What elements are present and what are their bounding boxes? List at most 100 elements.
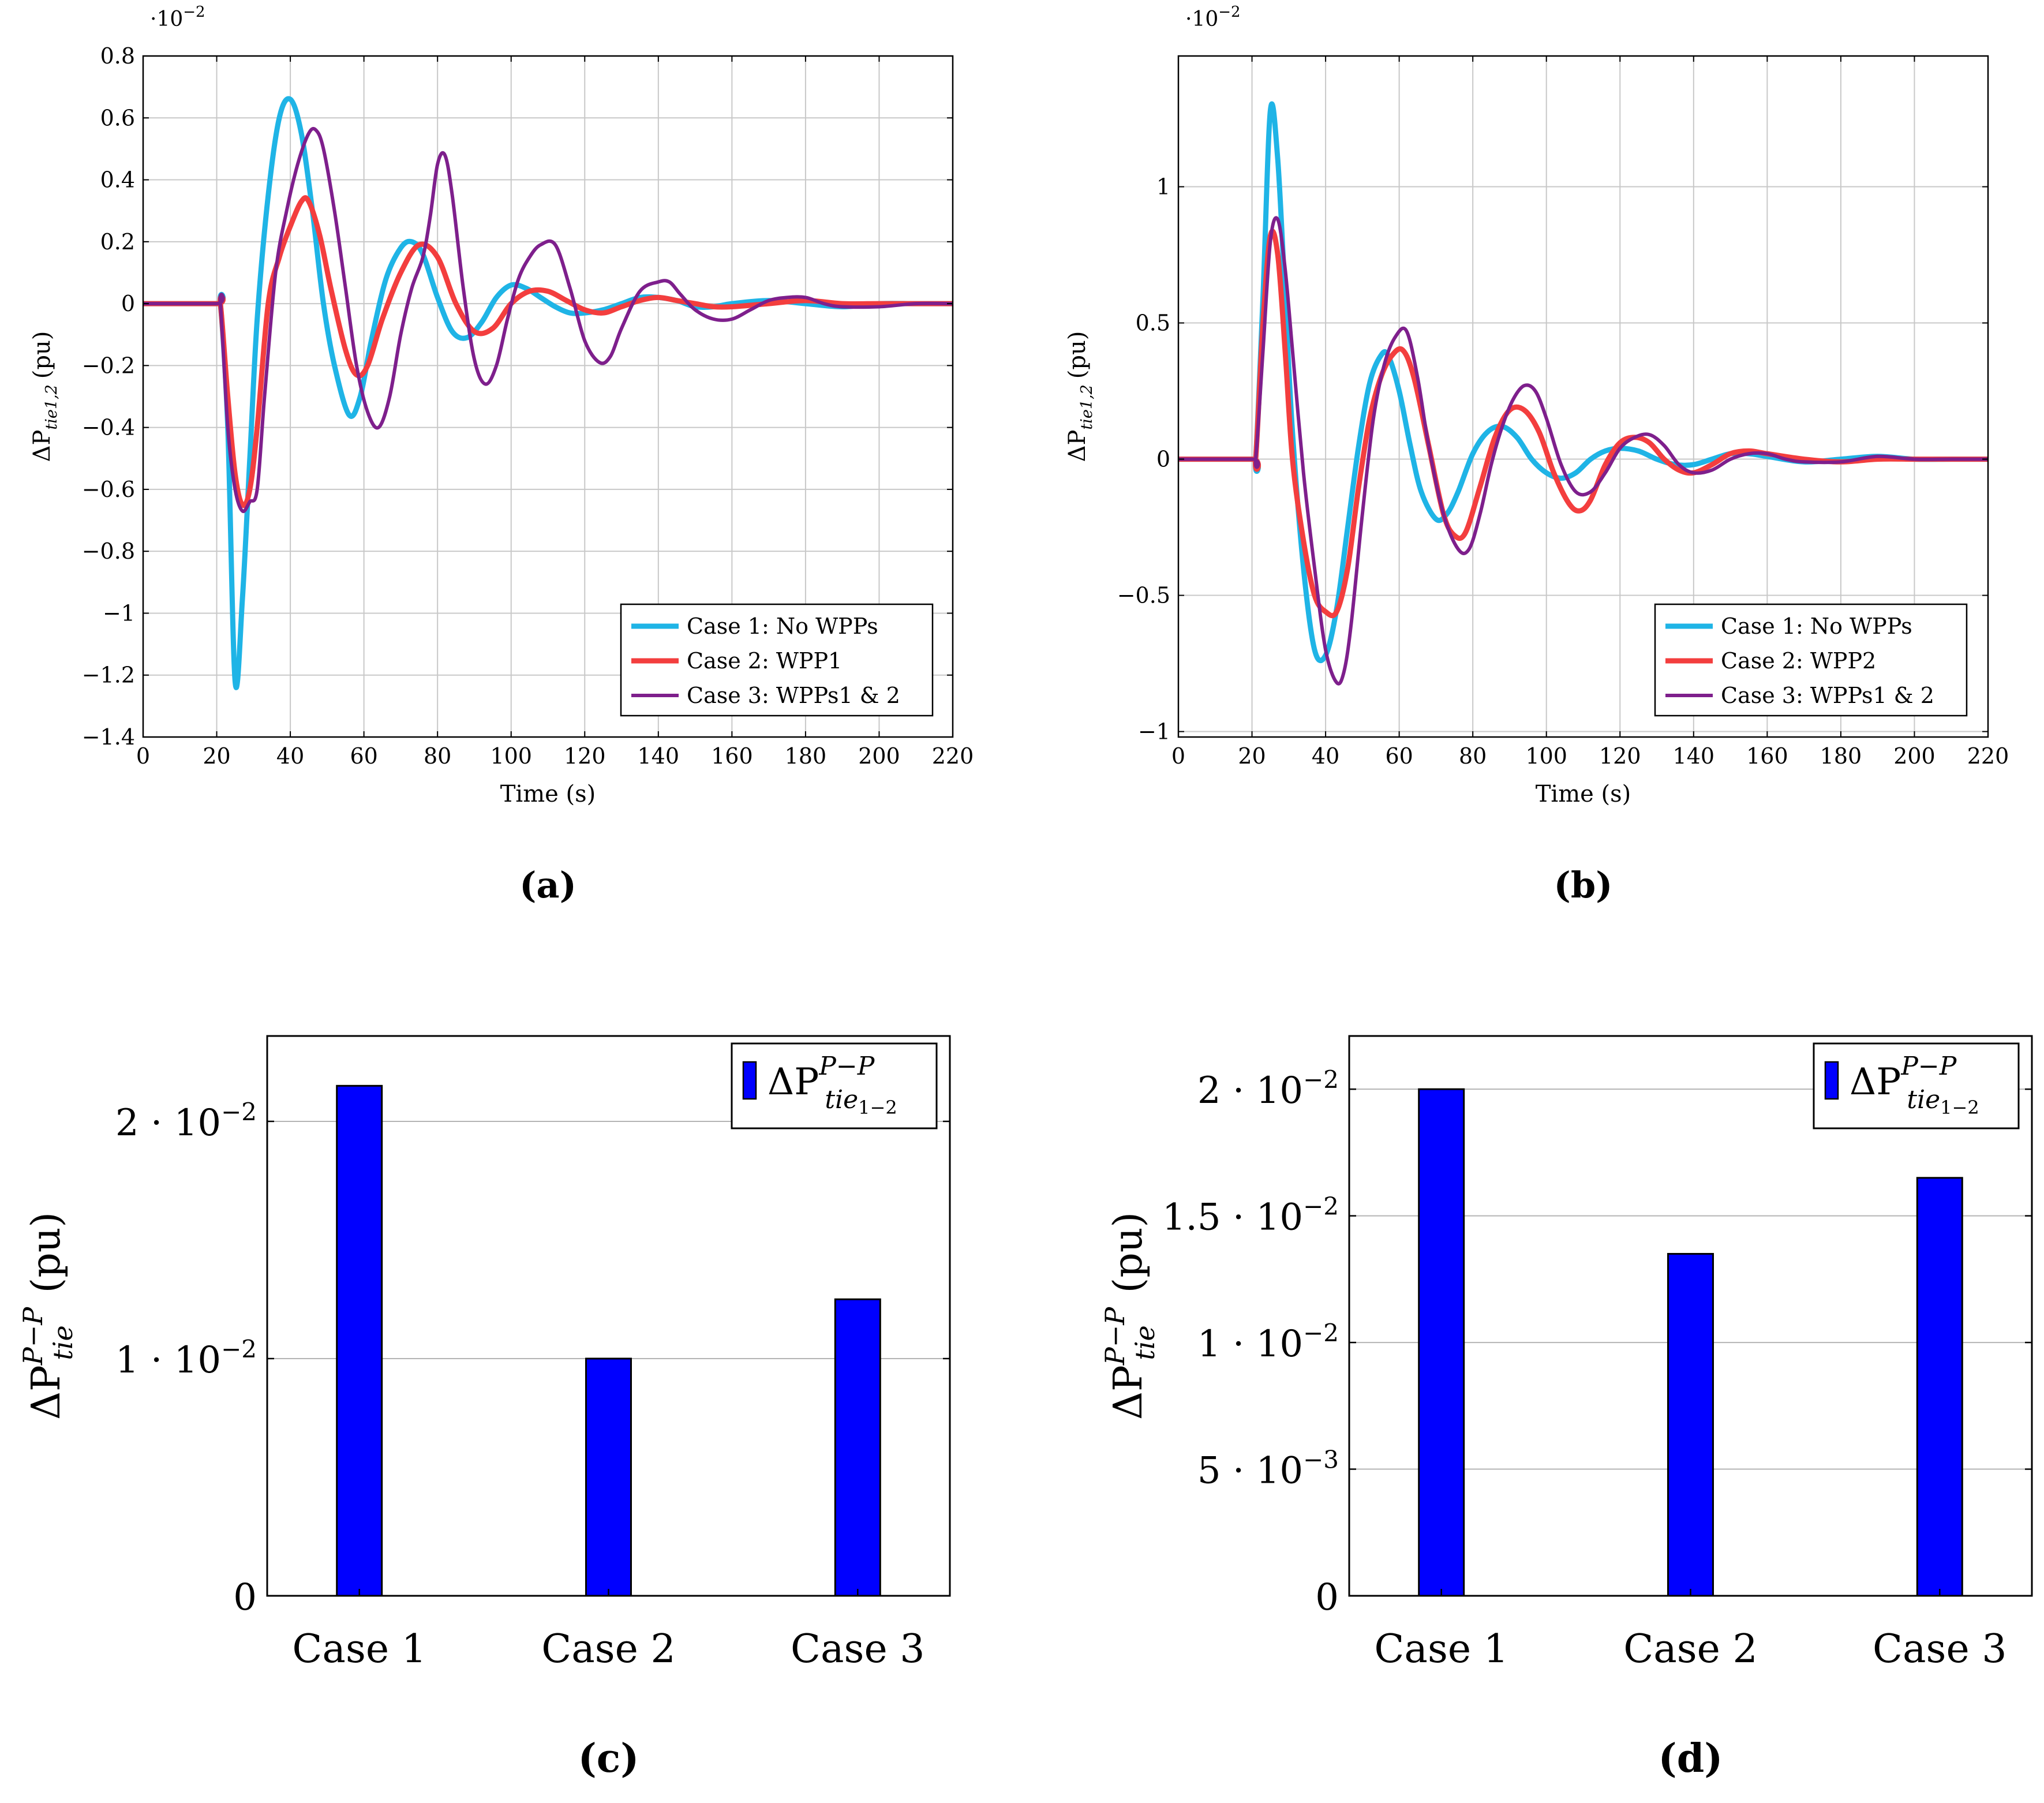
legend-box <box>731 1042 938 1129</box>
scale-note-exponent: −2 <box>1218 3 1240 21</box>
x-tick-label: 80 <box>424 743 451 769</box>
y-tick-label: −0.4 <box>82 415 135 440</box>
line-chart-b: 0 20 40 60 80 100 120 140 160 180 200 220 −1 −0.5 0 0.5… <box>1064 3 2009 906</box>
legend-label-superscript: P−P <box>1900 1052 1957 1081</box>
y-tick-label-mantissa: 2 · 10 <box>115 1102 221 1144</box>
bar-2 <box>585 1357 632 1597</box>
y-axis-label-unit: (pu) <box>1064 331 1091 379</box>
series-group <box>143 96 953 690</box>
y-tick-label-mantissa: 1 · 10 <box>1197 1323 1303 1366</box>
bar-1 <box>336 1084 383 1597</box>
legend-label-superscript: P−P <box>818 1052 875 1081</box>
series-line-3 <box>143 126 953 514</box>
bar-3 <box>1916 1177 1963 1597</box>
panel-label: (c) <box>578 1735 639 1782</box>
bar-3 <box>834 1298 881 1597</box>
legend: Case 1: No WPPs Case 2: WPP2 Case 3: WPPs1… <box>1654 603 1968 717</box>
y-tick-label-text: 0 <box>233 1576 257 1619</box>
legend-label-1: Case 1: No WPPs <box>687 614 878 639</box>
y-tick-label: −0.6 <box>82 477 135 502</box>
x-tick-label: 120 <box>1599 743 1641 769</box>
y-axis-label-subscript: tie1,2 <box>1078 384 1096 429</box>
legend-label-symbol: ΔP <box>768 1061 819 1104</box>
x-tick-label: 140 <box>1673 743 1715 769</box>
category-label: Case 2 <box>1623 1626 1758 1672</box>
scale-note-base: ·10 <box>1185 8 1218 31</box>
y-tick-label: 0.5 <box>1136 311 1170 336</box>
y-axis-label-subscript: tie1,2 <box>43 384 61 429</box>
y-tick-label-exponent: −2 <box>1303 1319 1339 1347</box>
y-tick-label: 0.4 <box>100 167 135 193</box>
y-tick-label: 1 · 10−2 <box>1197 1319 1339 1366</box>
category-label: Case 1 <box>292 1626 426 1672</box>
y-tick-label-exponent: −2 <box>221 1098 257 1126</box>
x-tick-label: 100 <box>1525 743 1567 769</box>
panel-label: (b) <box>1553 864 1612 906</box>
x-tick-label: 140 <box>638 743 680 769</box>
x-tick-label: 200 <box>1893 743 1936 769</box>
legend-swatch <box>742 1061 757 1100</box>
y-tick-label-text: 0 <box>1315 1576 1339 1619</box>
y-tick-label: 0 <box>1156 447 1170 472</box>
y-tick-label: 0.2 <box>100 229 135 255</box>
y-tick-label: −0.8 <box>82 538 135 564</box>
scale-note: ·10−2 <box>1185 3 1241 31</box>
x-axis-label: Time (s) <box>1536 781 1631 807</box>
y-tick-label-exponent: −2 <box>1303 1065 1339 1094</box>
plot-frame <box>1177 55 1989 738</box>
legend-label-symbol: ΔP <box>1850 1061 1901 1104</box>
y-tick-label: 5 · 10−3 <box>1197 1446 1339 1492</box>
y-axis-label-unit: (pu) <box>29 331 55 379</box>
legend-box <box>1813 1042 2020 1129</box>
y-tick-label: −1.2 <box>82 663 135 688</box>
x-tick-label: 60 <box>1385 743 1413 769</box>
y-tick-label: −1 <box>1138 719 1170 745</box>
category-label: Case 3 <box>1873 1626 2007 1672</box>
legend-label-3: Case 3: WPPs1 & 2 <box>1721 683 1934 708</box>
legend: ΔPP−P tie1−2 <box>1813 1042 2020 1129</box>
y-axis-label: ΔPtie1,2 (pu) <box>1064 331 1096 462</box>
scale-note-base: ·10 <box>150 8 183 31</box>
y-tick-label: 0.6 <box>100 105 135 130</box>
plot-frame <box>142 55 954 738</box>
legend-label-subscript: tie <box>825 1085 858 1114</box>
x-tick-label: 120 <box>564 743 606 769</box>
y-tick-label: −1.4 <box>82 724 135 750</box>
y-tick-label-mantissa: 5 · 10 <box>1197 1450 1303 1492</box>
y-axis-label-subscript: tie <box>1129 1325 1160 1360</box>
y-tick-label: 2 · 10−2 <box>1197 1065 1339 1112</box>
x-tick-label: 0 <box>1171 743 1185 769</box>
bar-chart-d: 05 · 10−31 · 10−21.5 · 10−22 · 10−2Case … <box>1099 1035 2033 1782</box>
panel-label: (a) <box>519 864 576 906</box>
y-axis-label-symbol: ΔP <box>29 430 55 462</box>
legend-label-1: Case 1: No WPPs <box>1721 614 1912 639</box>
scale-note: ·10−2 <box>150 3 205 31</box>
legend-label-2: Case 2: WPP2 <box>1721 648 1876 674</box>
legend: ΔPP−P tie1−2 <box>731 1042 938 1129</box>
x-axis-label: Time (s) <box>500 781 596 807</box>
y-axis-label: ΔPP−Ptie (pu) <box>17 1212 78 1420</box>
y-axis-label: ΔPP−Ptie (pu) <box>1099 1212 1160 1420</box>
x-tick-label: 0 <box>136 743 150 769</box>
legend: Case 1: No WPPs Case 2: WPP1 Case 3: WPPs1… <box>620 603 934 717</box>
series-group <box>1178 101 1988 686</box>
x-tick-label: 180 <box>785 743 827 769</box>
y-axis-label-superscript: P−P <box>17 1307 48 1366</box>
category-label: Case 2 <box>541 1626 676 1672</box>
x-tick-label: 100 <box>490 743 532 769</box>
panel-label: (d) <box>1659 1735 1723 1782</box>
x-tick-label: 60 <box>350 743 377 769</box>
y-tick-label: −0.2 <box>82 353 135 378</box>
legend-label: ΔPP−P tie1−2 <box>1850 1052 1979 1119</box>
series-line-3 <box>1178 216 1988 686</box>
y-tick-label: 0 <box>121 291 135 316</box>
y-tick-label: 1.5 · 10−2 <box>1162 1192 1339 1239</box>
x-tick-label: 160 <box>1746 743 1788 769</box>
y-axis-label: ΔPtie1,2 (pu) <box>29 331 61 462</box>
y-tick-label-mantissa: 1.5 · 10 <box>1162 1196 1303 1239</box>
legend-swatch <box>1824 1061 1839 1100</box>
y-tick-label: 0.8 <box>100 43 135 69</box>
legend-label: ΔPP−P tie1−2 <box>768 1052 897 1119</box>
